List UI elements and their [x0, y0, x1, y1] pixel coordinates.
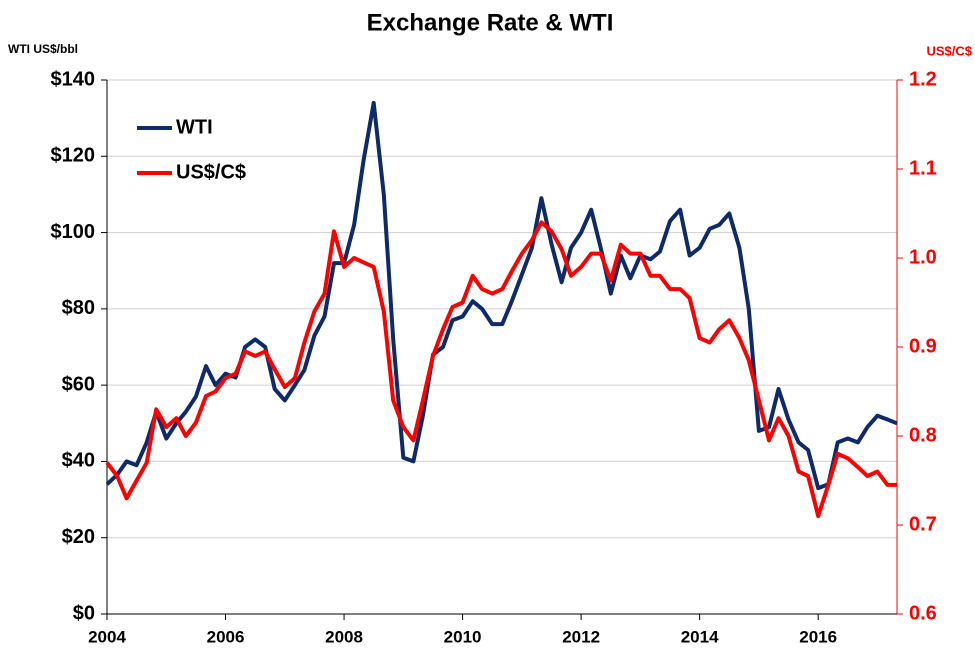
- y-tick-label: $100: [51, 221, 96, 243]
- x-tick-label: 2010: [444, 627, 482, 646]
- chart-title: Exchange Rate & WTI: [367, 9, 614, 36]
- y2-tick-label: 0.7: [909, 513, 937, 535]
- legend-label: US$/C$: [176, 161, 246, 183]
- x-tick-label: 2008: [325, 627, 363, 646]
- y-tick-label: $0: [73, 602, 95, 624]
- x-tick-label: 2016: [799, 627, 837, 646]
- y-axis-label: WTI US$/bbl: [8, 42, 78, 56]
- y2-axis-label: US$/C$: [926, 43, 972, 58]
- x-tick-label: 2014: [681, 627, 719, 646]
- x-tick-label: 2006: [207, 627, 245, 646]
- y2-tick-label: 0.6: [909, 602, 937, 624]
- legend-label: WTI: [176, 116, 213, 138]
- y-tick-label: $140: [51, 68, 96, 90]
- y2-tick-label: 0.8: [909, 424, 937, 446]
- y-tick-label: $80: [62, 297, 95, 319]
- y-tick-label: $120: [51, 145, 96, 167]
- y2-tick-label: 1.1: [909, 157, 937, 179]
- y-tick-label: $40: [62, 450, 95, 472]
- y2-tick-label: 1.2: [909, 68, 937, 90]
- series-line: [105, 220, 897, 519]
- x-tick-label: 2004: [88, 627, 126, 646]
- y2-tick-label: 0.9: [909, 335, 937, 357]
- y-tick-label: $20: [62, 526, 95, 548]
- y2-tick-label: 1.0: [909, 246, 937, 268]
- x-tick-label: 2012: [562, 627, 600, 646]
- y-tick-label: $60: [62, 373, 95, 395]
